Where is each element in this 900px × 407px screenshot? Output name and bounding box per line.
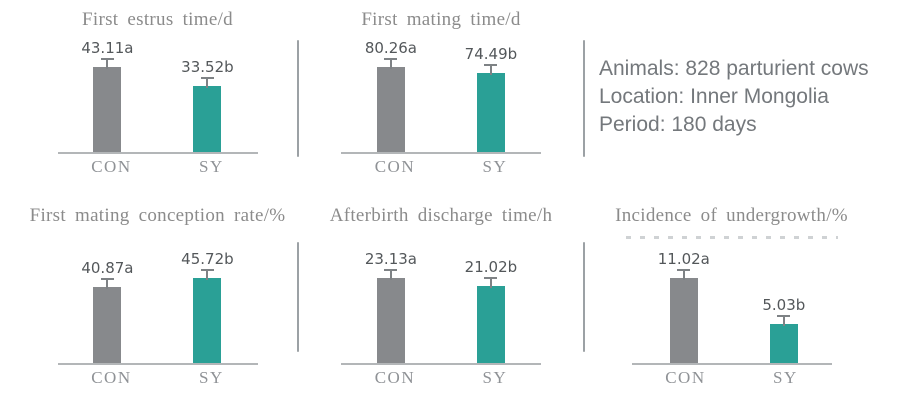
bar-group-con: 11.02a	[658, 250, 710, 363]
bar-sy	[476, 286, 505, 363]
bar-value-label: 43.11a	[81, 39, 134, 57]
bar-chart-afterbirth-discharge-time: Afterbirth discharge time/h 23.13a 21.02…	[299, 200, 583, 407]
x-axis-line	[57, 152, 258, 154]
bar-value-label: 21.02b	[464, 258, 518, 276]
bar-group-sy: 74.49b	[465, 45, 517, 152]
bar-value-label: 40.87a	[81, 259, 134, 277]
bar-group-con: 23.13a	[365, 250, 417, 363]
x-axis-line	[341, 363, 541, 365]
bar-group-sy: 33.52b	[181, 58, 234, 152]
bar-con	[93, 67, 122, 152]
x-axis-line	[341, 152, 541, 154]
bar-group-con: 43.11a	[81, 39, 133, 152]
x-tick-label-con: CON	[91, 157, 132, 176]
info-location: Location: Inner Mongolia	[599, 85, 829, 108]
x-tick-labels: CON SY	[58, 368, 258, 388]
error-bar	[484, 277, 498, 288]
x-tick-labels: CON SY	[58, 157, 258, 177]
x-axis-line	[57, 363, 258, 365]
bar-value-label: 45.72b	[181, 250, 234, 268]
bar-group-sy: 5.03b	[762, 296, 805, 363]
study-info-panel: Animals: 828 parturient cows Location: I…	[585, 0, 900, 200]
x-tick-label-sy: SY	[199, 157, 224, 176]
x-tick-labels: CON SY	[632, 368, 832, 388]
error-bar	[200, 269, 214, 280]
plot-area: 11.02a 5.03b	[632, 239, 832, 363]
plot-area: 23.13a 21.02b	[341, 228, 541, 363]
bar-chart-first-mating-time: First mating time/d 80.26a 74.49b CON SY	[299, 0, 583, 200]
bar-con	[376, 67, 405, 152]
bar-value-label: 11.02a	[657, 250, 710, 268]
bar-group-sy: 45.72b	[181, 250, 234, 363]
chart-title: Afterbirth discharge time/h	[329, 205, 553, 226]
bar-value-label: 80.26a	[364, 39, 417, 57]
x-tick-label-sy: SY	[482, 368, 508, 387]
x-axis-line	[631, 363, 832, 365]
error-bar	[200, 77, 214, 88]
bar-chart-incidence-of-undergrowth: Incidence of undergrowth/% 11.02a 5.03b …	[585, 200, 900, 407]
info-period: Period: 180 days	[599, 113, 757, 136]
x-tick-label-con: CON	[665, 368, 706, 387]
vertical-divider	[297, 242, 299, 352]
error-bar	[484, 64, 498, 75]
bar-value-label: 74.49b	[464, 45, 518, 63]
bar-value-label: 33.52b	[181, 58, 234, 76]
x-tick-label-sy: SY	[773, 368, 798, 387]
error-bar	[384, 269, 398, 280]
x-tick-label-con: CON	[91, 368, 132, 387]
plot-area: 43.11a 33.52b	[58, 32, 258, 152]
bar-group-con: 80.26a	[365, 39, 417, 152]
bar-chart-first-estrus-time: First estrus time/d 43.11a 33.52b CON SY	[0, 0, 297, 200]
bar-chart-first-mating-conception-rate: First mating conception rate/% 40.87a 45…	[0, 200, 297, 407]
bar-group-con: 40.87a	[81, 259, 133, 363]
bar-sy	[193, 86, 222, 152]
clipped-text-artifact	[625, 236, 838, 239]
plot-area: 40.87a 45.72b	[58, 228, 258, 363]
x-tick-label-sy: SY	[199, 368, 224, 387]
chart-title: First estrus time/d	[82, 9, 233, 30]
bar-value-label: 5.03b	[762, 296, 806, 314]
plot-area: 80.26a 74.49b	[341, 32, 541, 152]
chart-title: First mating time/d	[361, 9, 521, 30]
error-bar	[100, 58, 114, 69]
x-tick-label-con: CON	[374, 368, 416, 387]
info-animals: Animals: 828 parturient cows	[599, 57, 869, 80]
error-bar	[677, 269, 691, 280]
x-tick-label-con: CON	[374, 157, 416, 176]
chart-title: First mating conception rate/%	[29, 205, 286, 226]
bar-con	[376, 278, 405, 363]
error-bar	[100, 278, 114, 289]
bar-sy	[193, 278, 222, 363]
x-tick-label-sy: SY	[482, 157, 508, 176]
bar-con	[93, 287, 122, 363]
vertical-divider	[583, 242, 585, 352]
chart-title: Incidence of undergrowth/%	[615, 205, 848, 226]
vertical-divider	[583, 40, 585, 157]
error-bar	[384, 58, 398, 69]
bar-sy	[769, 324, 798, 363]
bar-sy	[476, 73, 505, 152]
bar-group-sy: 21.02b	[465, 258, 517, 363]
x-tick-labels: CON SY	[341, 368, 541, 388]
vertical-divider	[297, 40, 299, 157]
bar-value-label: 23.13a	[364, 250, 417, 268]
bar-con	[669, 278, 698, 363]
error-bar	[777, 315, 791, 326]
x-tick-labels: CON SY	[341, 157, 541, 177]
